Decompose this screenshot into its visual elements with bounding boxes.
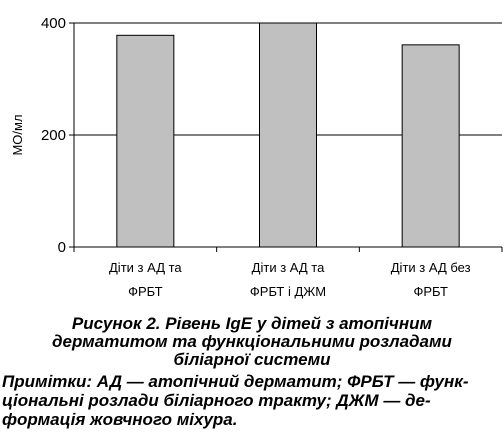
y-axis-label: МО/мл: [10, 114, 25, 155]
bar: [116, 34, 175, 248]
bar: [259, 22, 317, 248]
figure-caption-line-1: Рисунок 2. Рівень IgE у дітей з атопічни…: [71, 314, 433, 333]
bar: [401, 44, 460, 248]
figure-caption-line-3: біліарної системи: [173, 350, 331, 369]
y-tick-label: 0: [58, 239, 66, 256]
notes-line-1: Примітки: АД — атопічний дерматит; ФРБТ …: [2, 372, 469, 391]
figure-caption-line-2: дерматитом та функціональними розладами: [52, 332, 452, 351]
y-tick-label: 400: [41, 15, 66, 32]
chart: 0 200 400 Діти з АД та ФРБТ Діти з АД та ФРБТ …: [10, 15, 503, 299]
x-category-label: ФРБТ: [128, 284, 163, 299]
notes-line-2: ціональні розлади біліарного тракту; ДЖМ…: [2, 391, 431, 410]
x-category-label: Діти з АД та: [252, 260, 325, 275]
y-tick-label: 200: [41, 127, 66, 144]
x-category-label: ФРБТ і ДЖМ: [250, 284, 326, 299]
bar-chart-svg: 0 200 400 Діти з АД та ФРБТ Діти з АД та ФРБТ …: [10, 15, 503, 299]
notes-line-3: формація жовчного міхура.: [2, 410, 238, 429]
x-category-label: Діти з АД та: [109, 260, 182, 275]
x-category-label: Діти з АД без: [391, 260, 471, 275]
x-category-label: ФРБТ: [413, 284, 448, 299]
